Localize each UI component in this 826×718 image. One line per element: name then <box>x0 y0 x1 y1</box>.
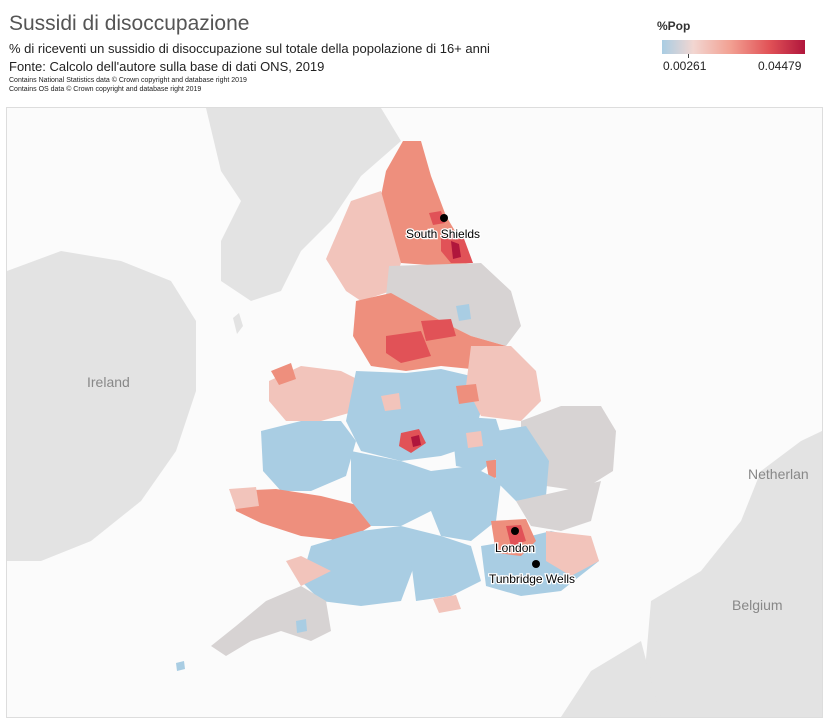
legend-title: %Pop <box>657 19 691 33</box>
area-anglesey <box>271 363 296 385</box>
legend-color-bar[interactable] <box>662 40 805 54</box>
france-landmass <box>561 641 661 717</box>
area-cornwall-tip <box>296 619 307 633</box>
region-somerset <box>301 526 416 606</box>
area-birmingham-max <box>411 435 421 447</box>
legend-min-label: 0.00261 <box>663 59 707 73</box>
ireland-landmass <box>7 251 196 561</box>
city-label-south-shields: South Shields <box>406 227 480 241</box>
source-note: Fonte: Calcolo dell'autore sulla base di… <box>9 59 325 74</box>
area-isle-of-wight <box>433 595 461 613</box>
region-suffolk-essex <box>516 481 601 531</box>
europe-landmass <box>641 431 822 717</box>
region-oxfordshire <box>431 466 501 541</box>
area-london-hot <box>506 525 526 546</box>
area-manchester-hot <box>386 331 431 363</box>
legend-tick <box>688 54 689 58</box>
region-wales-mid <box>261 421 356 491</box>
netherlands-label: Netherlan <box>748 466 809 482</box>
isle-of-man <box>233 313 243 334</box>
legend-max-label: 0.04479 <box>758 59 802 73</box>
scotland-landmass <box>206 108 401 301</box>
region-cumbria <box>326 191 401 301</box>
region-gloucestershire <box>351 451 431 526</box>
city-marker-tunbridge-wells[interactable] <box>532 560 540 568</box>
city-label-london: London <box>495 541 535 555</box>
city-marker-london[interactable] <box>511 527 519 535</box>
area-stoke <box>381 393 401 411</box>
region-cambridgeshire <box>496 426 549 501</box>
area-bradford-hot <box>421 319 456 341</box>
city-label-tunbridge-wells: Tunbridge Wells <box>489 572 575 586</box>
area-leicester <box>466 431 483 448</box>
chart-subtitle: % di riceventi un sussidio di disoccupaz… <box>9 41 490 56</box>
area-kent-east <box>546 531 599 576</box>
ireland-label: Ireland <box>87 374 130 390</box>
region-devon-north <box>286 556 331 586</box>
region-midlands <box>346 369 481 461</box>
map-frame[interactable]: Ireland Netherlan Belgium South Shields … <box>6 107 823 718</box>
area-scilly <box>176 661 185 671</box>
region-lincolnshire <box>466 346 541 421</box>
area-durham-hotspot <box>429 211 445 225</box>
credit-ons: Contains National Statistics data © Crow… <box>9 77 247 84</box>
city-marker-south-shields[interactable] <box>440 214 448 222</box>
region-hampshire <box>401 526 481 601</box>
area-york-low <box>456 304 471 321</box>
credit-os: Contains OS data © Crown copyright and d… <box>9 86 202 93</box>
area-pembroke <box>229 487 259 509</box>
chart-title: Sussidi di disoccupazione <box>9 12 250 35</box>
choropleth-map: Ireland Netherlan Belgium South Shields … <box>7 108 822 717</box>
region-cornwall-devon <box>211 586 331 656</box>
region-wales-south <box>233 489 371 541</box>
region-north-yorkshire <box>386 263 521 346</box>
area-max-hotspot <box>451 241 461 259</box>
belgium-label: Belgium <box>732 597 783 613</box>
area-nottingham <box>456 384 479 404</box>
